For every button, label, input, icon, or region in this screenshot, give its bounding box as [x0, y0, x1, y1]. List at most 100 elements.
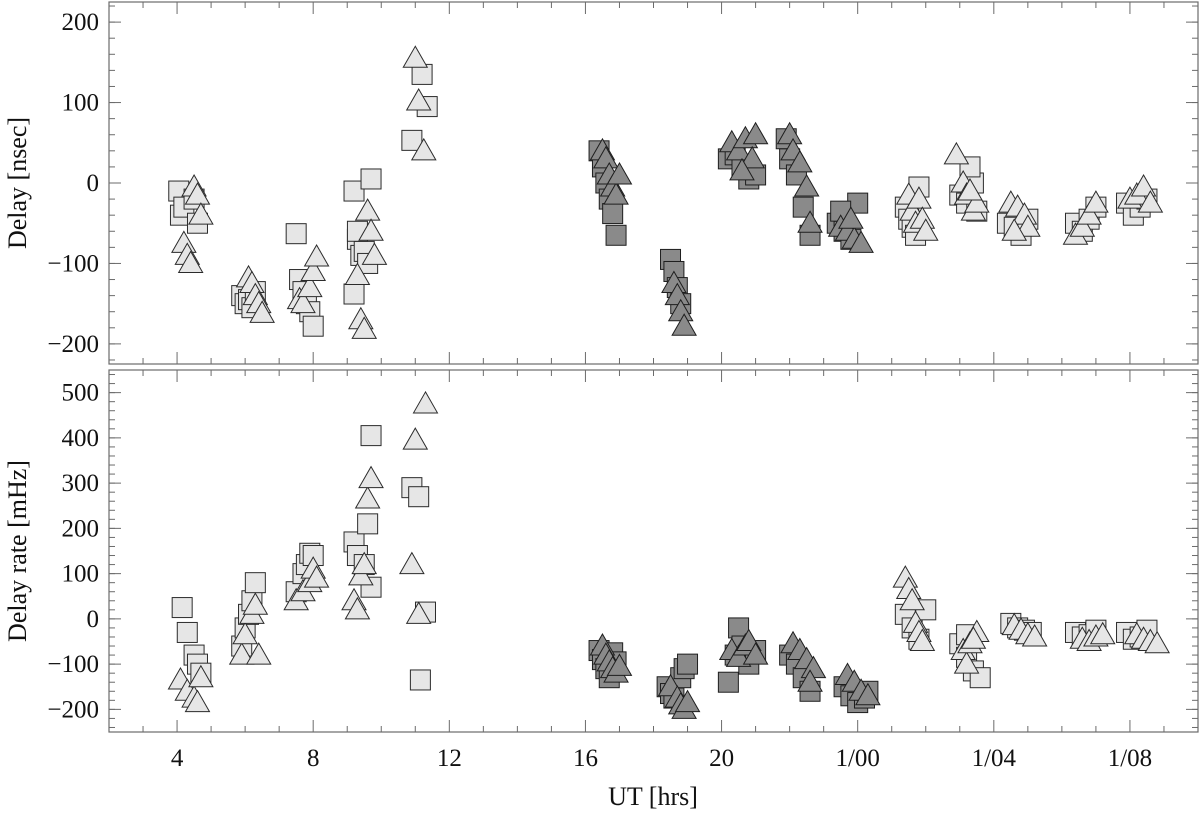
- triangle-marker: [742, 121, 769, 145]
- triangle-marker: [848, 230, 874, 253]
- x-axis-title: UT [hrs]: [608, 782, 698, 811]
- delay-y-axis-title: Delay [nsec]: [3, 117, 32, 249]
- triangle-marker: [725, 137, 752, 161]
- triangle-marker: [242, 592, 269, 615]
- square-marker: [605, 224, 627, 246]
- triangle-marker: [776, 121, 803, 145]
- y-tick-label: 400: [62, 425, 100, 452]
- triangle-marker: [1130, 174, 1157, 197]
- square-marker: [360, 168, 382, 190]
- triangle-marker: [957, 178, 983, 201]
- square-marker: [176, 621, 198, 643]
- square-marker: [343, 180, 365, 202]
- triangle-marker: [361, 242, 388, 265]
- x-tick-label: 4: [171, 745, 184, 772]
- triangle-marker: [671, 313, 697, 336]
- triangle-marker: [906, 186, 932, 209]
- square-marker: [409, 669, 431, 691]
- triangle-marker: [899, 587, 925, 611]
- triangle-marker: [402, 427, 429, 450]
- y-tick-label: −200: [47, 331, 99, 358]
- triangle-marker: [358, 465, 384, 489]
- delay-rate-panel-y-tick-labels: 500 400 300 200 100 0 −100 −200: [47, 380, 99, 724]
- triangle-marker: [793, 174, 820, 197]
- triangle-marker: [228, 642, 255, 665]
- square-marker: [717, 671, 739, 693]
- triangle-marker: [354, 485, 381, 509]
- triangle-marker: [1021, 623, 1048, 647]
- triangle-marker: [797, 669, 823, 692]
- triangle-marker: [1083, 190, 1109, 213]
- triangle-marker: [603, 182, 629, 205]
- x-tick-label: 8: [307, 745, 320, 772]
- triangle-marker: [358, 218, 384, 241]
- triangle-marker: [412, 390, 439, 414]
- triangle-marker: [402, 45, 429, 68]
- triangle-marker: [606, 161, 633, 185]
- triangle-marker: [177, 250, 204, 273]
- triangle-marker: [674, 689, 701, 713]
- y-tick-label: 300: [62, 470, 100, 497]
- square-marker: [302, 315, 324, 337]
- y-tick-label: −100: [47, 250, 99, 277]
- triangle-marker: [232, 621, 258, 645]
- triangle-marker: [838, 206, 864, 229]
- delay-rate-panel-ticks: [109, 370, 1198, 732]
- delay-panel: 200 100 0 −100 −200 Delay [nsec]: [3, 1, 1199, 365]
- square-marker: [408, 486, 430, 508]
- triangle-marker: [742, 642, 769, 665]
- triangle-marker: [344, 596, 371, 620]
- triangle-marker: [606, 653, 633, 676]
- triangle-marker: [290, 290, 316, 314]
- triangle-marker: [188, 202, 214, 225]
- y-tick-label: 100: [62, 561, 100, 588]
- y-tick-label: −200: [47, 696, 99, 723]
- y-tick-label: 200: [62, 515, 100, 542]
- triangle-marker: [249, 300, 276, 323]
- square-marker: [360, 425, 382, 447]
- triangle-marker: [1137, 190, 1164, 213]
- x-tick-labels: 4 8 12 16 20 1/00 1/04 1/08: [171, 745, 1152, 772]
- x-tick-label: 1/04: [972, 745, 1017, 772]
- square-marker: [171, 597, 193, 619]
- triangle-marker: [909, 628, 936, 651]
- triangle-marker: [729, 157, 755, 181]
- triangle-marker: [351, 316, 378, 339]
- delay-panel-frame: [108, 1, 1199, 365]
- square-marker: [401, 129, 423, 151]
- triangle-marker: [1089, 621, 1116, 645]
- x-tick-label: 12: [437, 745, 462, 772]
- triangle-marker: [1014, 214, 1041, 237]
- triangle-marker: [405, 601, 432, 624]
- triangle-marker: [739, 145, 766, 169]
- x-tick-label: 20: [709, 745, 734, 772]
- triangle-marker: [912, 218, 939, 241]
- triangle-marker: [184, 182, 211, 205]
- delay-rate-panel: 500 400 300 200 100 0 −100 −200 4 8 12 16 20 1/00 1/0…: [3, 369, 1199, 772]
- delay-panel-markers: [168, 45, 1164, 339]
- triangle-marker: [399, 551, 425, 575]
- triangle-marker: [405, 87, 432, 111]
- delay-rate-y-axis-title: Delay rate [mHz]: [3, 460, 32, 642]
- y-tick-label: 100: [62, 90, 100, 117]
- y-tick-label: 0: [87, 170, 100, 197]
- square-marker: [343, 283, 365, 305]
- triangle-marker: [960, 626, 987, 649]
- delay-panel-ticks: [109, 2, 1198, 364]
- triangle-marker: [300, 258, 327, 281]
- square-marker: [677, 653, 699, 675]
- delay-rate-panel-markers: [167, 390, 1171, 719]
- triangle-marker: [354, 198, 381, 221]
- square-marker: [357, 513, 379, 535]
- y-tick-label: 200: [62, 9, 100, 36]
- triangle-marker: [303, 244, 330, 267]
- square-marker: [285, 223, 307, 245]
- triangle-marker: [351, 551, 378, 575]
- triangle-marker: [963, 190, 990, 213]
- square-marker: [792, 196, 814, 218]
- triangle-marker: [943, 141, 970, 165]
- triangle-marker: [1144, 630, 1171, 654]
- x-tick-label: 1/00: [835, 745, 879, 772]
- triangle-marker: [184, 689, 211, 713]
